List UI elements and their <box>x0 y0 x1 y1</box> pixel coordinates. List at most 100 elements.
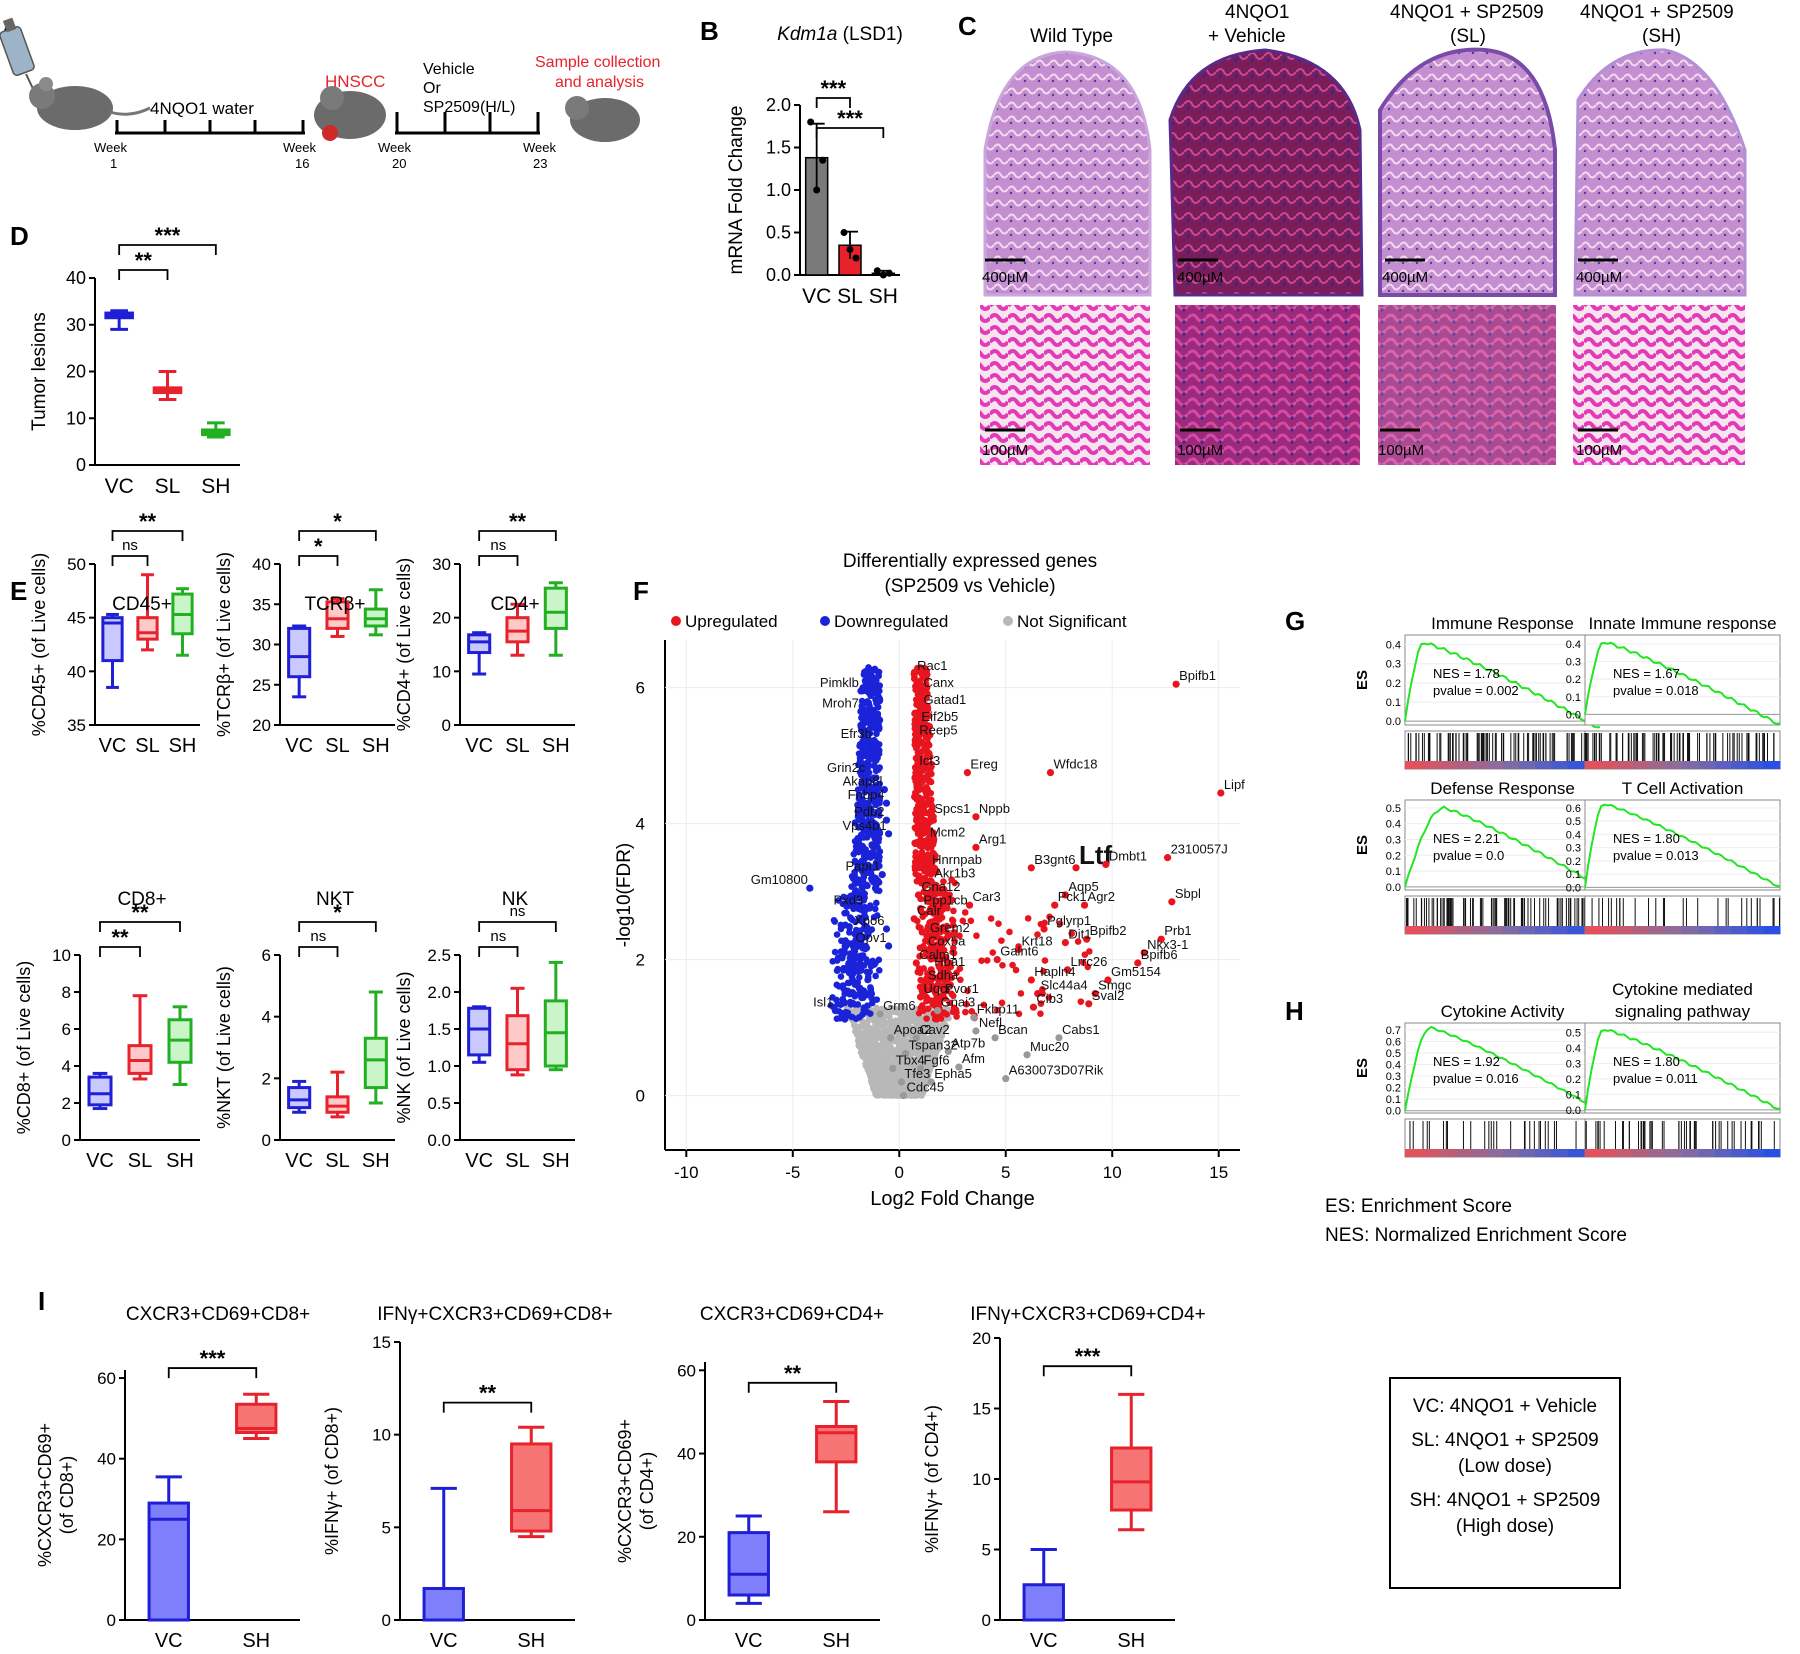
micrograph-vehicle-top <box>1168 48 1364 297</box>
chart-d-tumor-lesions: 0 10 20 30 40 VC SL SH ***** Tumor lesions <box>29 223 240 498</box>
gene-label-xpo6: Xpo6 <box>854 913 884 928</box>
week-20-label: Week <box>378 140 411 155</box>
y-tick-label: 50 <box>67 555 86 574</box>
box-vc <box>467 1006 492 1057</box>
rank-gradient-segment <box>1486 926 1503 934</box>
rank-gradient-segment <box>1731 1149 1748 1157</box>
mouse-icon-start <box>29 77 151 130</box>
point-downregulated <box>850 850 858 858</box>
chart-e-tcrb: 20 25 30 35 40 VC SL SH TCRβ+ * * %TCRβ+ (of Live c… <box>214 509 395 757</box>
gene-label-vps4b1: Vps4b1 <box>843 818 887 833</box>
x-tick-label-sh: SH <box>166 1150 194 1172</box>
gene-label-mroh7: Mroh7 <box>822 695 859 710</box>
gene-label-efr3b: Efr3b <box>841 726 872 741</box>
significance-bracket <box>111 555 149 566</box>
gsea-title: Innate Immune response <box>1588 614 1776 633</box>
data-point-sl <box>852 254 860 262</box>
box-vc <box>422 1586 465 1622</box>
point-downregulated <box>864 1002 871 1009</box>
rank-gradient-segment <box>1682 761 1700 769</box>
y-tick-label: 0.0 <box>427 1131 451 1150</box>
point-downregulated <box>861 845 868 853</box>
point-not-significant <box>915 1028 923 1036</box>
rank-gradient-segment <box>1601 761 1618 769</box>
significance-bracket <box>298 946 339 957</box>
point-not-significant <box>858 1036 865 1043</box>
point-not-significant <box>909 1024 916 1032</box>
x-tick-label: 5 <box>1001 1163 1010 1182</box>
y-tick-label: 0 <box>982 1611 991 1630</box>
chart-e-cd45: 35 40 45 50 VC SL SH CD45+ ns** %CD45+ (of Live c… <box>29 509 200 757</box>
significance-label: *** <box>1075 1344 1101 1369</box>
es-tick-label: 0.0 <box>1566 882 1581 894</box>
point-not-significant <box>933 1039 941 1047</box>
x-tick-label-vc: VC <box>1030 1630 1058 1652</box>
box-vc <box>101 616 124 663</box>
panel-label-b: B <box>700 16 719 46</box>
chart-title: CD8+ <box>117 889 166 910</box>
box-vc <box>727 1531 770 1597</box>
point-not-significant <box>865 1033 873 1041</box>
point-not-significant <box>894 1060 902 1067</box>
box-vc <box>287 1086 312 1110</box>
point-downregulated <box>867 963 875 970</box>
es-tick-label: 0.6 <box>1386 1036 1401 1048</box>
rank-gradient-segment <box>1567 926 1585 934</box>
es-tick-label: 0.4 <box>1386 1060 1401 1072</box>
point-downregulated <box>848 1013 856 1021</box>
box-sh <box>1110 1446 1153 1512</box>
x-tick-label-vc: VC <box>285 735 313 757</box>
point-not-significant <box>852 1007 860 1015</box>
gene-label-grm6: Grm6 <box>883 998 916 1013</box>
gene-label-ereg: Ereg <box>970 757 997 772</box>
point-downregulated <box>865 763 873 770</box>
gene-label-car3: Car3 <box>973 889 1001 904</box>
rank-gradient-segment <box>1437 761 1455 769</box>
chart-title: CD45+ <box>112 594 172 615</box>
box-vc <box>1022 1583 1065 1622</box>
significance-bracket <box>815 127 885 138</box>
gene-label-reep5: Reep5 <box>919 723 957 738</box>
significance-label: ** <box>139 509 157 534</box>
rank-gradient-segment <box>1567 761 1585 769</box>
panel-label-e: E <box>10 576 27 606</box>
es-tick-label: 0.1 <box>1566 1089 1581 1101</box>
point-not-significant <box>926 1035 934 1042</box>
es-tick-label: 0.1 <box>1386 1094 1401 1106</box>
point-downregulated <box>841 948 848 956</box>
scale-sl-top: 400µM <box>1382 269 1428 286</box>
point-downregulated <box>851 981 859 988</box>
point-downregulated <box>873 721 881 728</box>
es-tick-label: 0.4 <box>1566 639 1581 651</box>
x-tick-label-sh: SH <box>1117 1630 1145 1652</box>
chart-e-nkt: 0 2 4 6 VC SL SH NKT ns * %NKT (of Live cells) <box>214 889 395 1172</box>
y-tick-label: 4 <box>262 1008 271 1027</box>
micrograph-sl-bottom <box>1378 305 1556 465</box>
y-tick-label: 15 <box>372 1333 391 1352</box>
point-upregulated <box>1024 915 1032 922</box>
y-axis-label: %IFNγ+ (of CD8+) <box>322 1407 342 1555</box>
y-tick-label: 10 <box>372 1426 391 1445</box>
box-vc <box>287 626 312 679</box>
es-tick-label: 0.0 <box>1566 709 1581 721</box>
point-downregulated <box>847 914 854 921</box>
panel-label-i: I <box>38 1286 45 1316</box>
point-not-significant <box>900 1057 907 1064</box>
y-tick-label: 1.0 <box>427 1057 451 1076</box>
y-tick-label: 2 <box>262 1069 271 1088</box>
data-point-sl <box>840 229 848 236</box>
chart-i-ifng-cd4: 0 5 10 15 20 VC SH IFNγ+CXCR3+CD69+CD4+ *** %IFNγ… <box>922 1304 1206 1652</box>
rank-gradient-segment <box>1747 1149 1765 1157</box>
rank-gradient-segment <box>1421 761 1438 769</box>
group-legend-box: VC: 4NQO1 + Vehicle SL: 4NQO1 + SP2509 (… <box>1389 1377 1621 1589</box>
rank-gradient-segment <box>1682 926 1700 934</box>
legend-vc: VC: 4NQO1 + Vehicle <box>1413 1396 1597 1417</box>
point-downregulated <box>863 1008 871 1016</box>
y-tick-label: 40 <box>66 268 86 288</box>
gene-label-bpifb6: Bpifb6 <box>1141 947 1178 962</box>
rank-gradient-segment <box>1535 761 1552 769</box>
legend-marker <box>820 616 830 626</box>
panel-label-h: H <box>1285 996 1304 1026</box>
chart-f-volcano: -10 -5 0 5 10 15 0 2 4 6 Log2 Fold Change -log10(FD… <box>614 551 1245 1210</box>
